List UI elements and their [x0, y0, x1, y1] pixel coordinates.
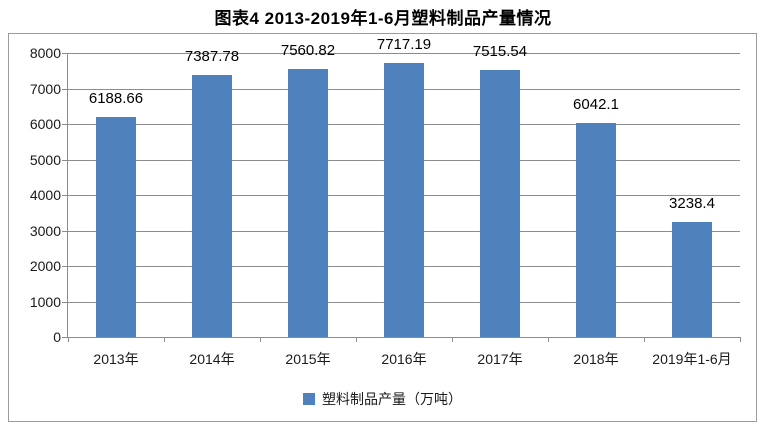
bar-2014年 [192, 74, 232, 337]
y-tick-mark [62, 88, 67, 90]
bar-2019年1-6月 [672, 222, 712, 337]
bar-2016年 [384, 63, 424, 337]
bar-2017年 [480, 70, 520, 337]
y-tick-mark [62, 124, 67, 125]
bar-value-label: 3238.4 [669, 195, 715, 213]
bar-2018年 [576, 122, 616, 337]
y-tick-mark [62, 195, 67, 196]
x-category-label: 2013年 [93, 351, 139, 367]
gridline-8000 [68, 53, 740, 54]
bar-2013年 [96, 117, 136, 337]
y-tick-mark [62, 301, 67, 303]
legend-label: 塑料制品产量（万吨） [322, 391, 462, 407]
y-tick-mark [62, 230, 67, 232]
x-category-label: 2017年 [477, 351, 523, 367]
bar-value-label: 6188.66 [88, 90, 144, 108]
x-tick-mark [452, 337, 453, 342]
x-category-label: 2019年1-6月 [652, 351, 732, 367]
bar-value-label: 6042.1 [573, 95, 619, 113]
y-tick-label: 3000 [29, 222, 61, 239]
y-tick-label: 7000 [29, 80, 61, 97]
y-tick-mark [62, 266, 67, 267]
y-tick-mark [62, 159, 67, 161]
legend-swatch-icon [303, 393, 315, 405]
x-tick-mark [740, 337, 741, 342]
bar-2015年 [288, 68, 328, 337]
x-tick-mark [548, 337, 549, 342]
bar-value-label: 7515.54 [472, 43, 528, 61]
bar-value-label: 7717.19 [376, 36, 432, 54]
plot-area: 6188.66 7387.78 7560.82 7717.19 7515.54 6042.… [67, 37, 740, 338]
y-axis-line [67, 53, 68, 337]
y-tick-label: 4000 [29, 187, 61, 203]
x-tick-mark [260, 337, 261, 342]
y-tick-label: 2000 [29, 258, 61, 274]
x-tick-mark [68, 337, 69, 342]
x-category-label: 2015年 [285, 351, 331, 367]
chart-border-box: 6188.66 7387.78 7560.82 7717.19 7515.54 6042.… [8, 33, 757, 422]
y-tick-label: 5000 [29, 151, 61, 168]
x-tick-mark [644, 337, 645, 342]
x-category-label: 2018年 [573, 351, 619, 367]
x-tick-mark [356, 337, 357, 342]
y-tick-label: 0 [53, 329, 61, 345]
x-axis-line [67, 337, 740, 338]
y-tick-mark [62, 337, 67, 338]
bar-value-label: 7387.78 [184, 47, 240, 65]
bar-value-label: 7560.82 [280, 41, 336, 59]
chart-title: 图表4 2013-2019年1-6月塑料制品产量情况 [214, 9, 552, 28]
y-tick-label: 1000 [29, 293, 61, 310]
x-tick-mark [164, 337, 165, 342]
x-category-label: 2016年 [381, 351, 427, 367]
legend: 塑料制品产量（万吨） [9, 389, 756, 409]
y-tick-label: 8000 [29, 45, 61, 61]
y-tick-label: 6000 [29, 116, 61, 132]
x-category-label: 2014年 [189, 351, 235, 367]
y-tick-mark [62, 53, 67, 54]
